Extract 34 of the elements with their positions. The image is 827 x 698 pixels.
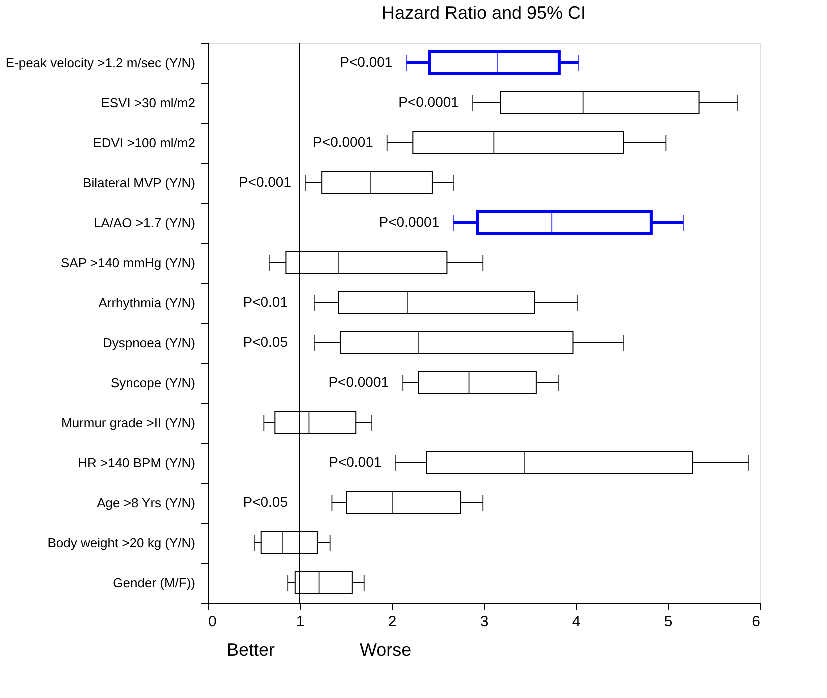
y-tick-label: E-peak velocity >1.2 m/sec (Y/N) — [6, 56, 196, 70]
y-tick-label: Syncope (Y/N) — [110, 376, 196, 390]
y-tick-label: Bilateral MVP (Y/N) — [83, 176, 196, 190]
x-tick-label: 1 — [296, 614, 305, 630]
y-tick-label: EDVI >100 ml/m2 — [93, 136, 196, 150]
y-tick-label: Body weight >20 kg (Y/N) — [48, 536, 196, 550]
text: P<0.05 — [243, 334, 288, 350]
y-tick-label: HR >140 BPM (Y/N) — [78, 456, 196, 470]
y-tick-label: Age >8 Yrs (Y/N) — [97, 496, 196, 510]
y-tick-label: LA/AO >1.7 (Y/N) — [94, 216, 196, 230]
y-tick-label: ESVI >30 ml/m2 — [101, 96, 196, 110]
x-tick-label: 4 — [572, 614, 581, 630]
x-tick-label: 6 — [752, 614, 760, 630]
y-tick-label: SAP >140 mmHg (Y/N) — [60, 256, 196, 270]
text: P<0.001 — [340, 54, 393, 70]
x-tick-label: 3 — [480, 614, 489, 630]
text: Worse — [360, 640, 412, 660]
text: P<0.0001 — [379, 214, 440, 230]
chart-title: Hazard Ratio and 95% CI — [382, 3, 586, 23]
text: P<0.01 — [243, 294, 288, 310]
text: P<0.001 — [329, 454, 382, 470]
x-tick-label: 0 — [208, 614, 217, 630]
x-tick-label: 5 — [664, 614, 673, 630]
y-tick-label: Dyspnoea (Y/N) — [103, 336, 196, 350]
x-tick-label: 2 — [388, 614, 397, 630]
y-tick-label: Arrhythmia (Y/N) — [98, 296, 196, 310]
text: P<0.001 — [238, 174, 292, 190]
text: Better — [226, 640, 275, 660]
text: P<0.0001 — [313, 134, 374, 150]
y-tick-label: Murmur grade >II (Y/N) — [61, 416, 196, 430]
text: P<0.0001 — [398, 94, 459, 110]
text: P<0.05 — [243, 494, 288, 510]
y-tick-label: Gender (M/F)) — [113, 576, 196, 590]
text: P<0.0001 — [328, 374, 390, 390]
